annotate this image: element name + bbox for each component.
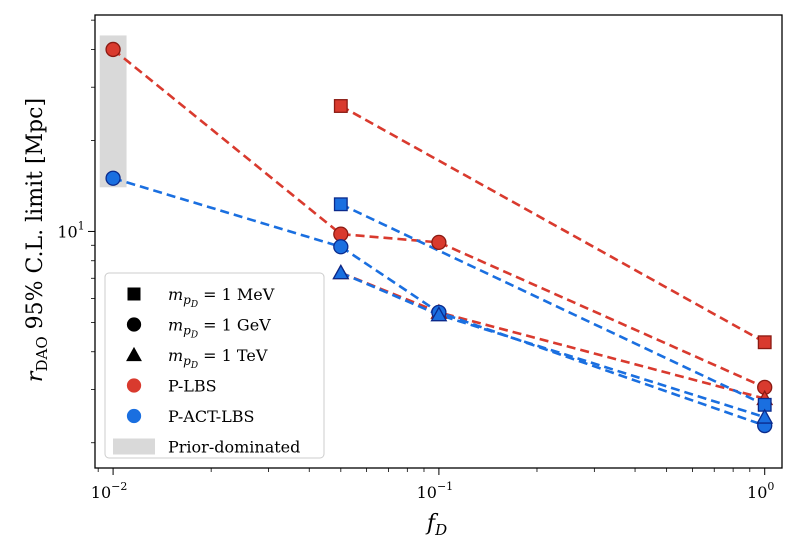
x-tick-label: 10−2 [91,480,128,502]
prior-region-layer [99,35,127,188]
y-axis-label: rDAO 95% C.L. limit [Mpc] [23,98,51,382]
data-point-p-lbs-1gev-2 [431,234,447,251]
series-line-p-lbs-1gev [112,48,766,389]
legend-marker-2 [126,346,142,362]
x-tick-label: 100 [747,480,774,502]
data-point-p-act-lbs-1tev-1 [430,306,448,322]
prior-dominated-region [99,35,127,188]
axes-layer: 10−2 10−1 100 101 [57,14,783,502]
legend-marker-prior [113,438,155,455]
legend-label-3: P-LBS [168,377,217,396]
data-point-p-lbs-1mev-1 [757,335,772,350]
y-tick-label: 101 [57,219,84,241]
data-point-p-act-lbs-1tev-0 [332,264,350,280]
data-point-p-lbs-1gev-1 [333,226,349,242]
legend-marker-4 [126,408,142,424]
series-line-p-act-lbs-1mev [340,203,766,406]
data-point-p-act-lbs-1gev-1 [333,239,349,255]
data-point-p-act-lbs-1tev-2 [756,408,774,424]
legend-label-1: mpD = 1 GeV [168,316,271,341]
legend-marker-3 [126,378,142,393]
legend-box [104,272,325,459]
data-point-p-lbs-1gev-0 [105,41,121,58]
legend-label-5: Prior-dominated [168,438,300,457]
data-point-p-act-lbs-1gev-0 [105,170,121,186]
legend-marker-1 [126,317,142,332]
legend-marker-0 [127,287,141,301]
legend-label-4: P-ACT-LBS [168,407,254,426]
x-tick-label: 10−1 [417,480,454,502]
legend: mpD = 1 MeV mpD = 1 GeV mpD = 1 TeV P-LBS P-… [104,272,325,459]
series-markers-layer [105,41,774,434]
legend-label-2: mpD = 1 TeV [168,346,268,371]
series-line-p-act-lbs-1gev [112,176,766,427]
legend-label-0: mpD = 1 MeV [168,285,275,310]
data-point-p-lbs-1mev-0 [333,99,348,113]
data-point-p-act-lbs-1mev-0 [333,197,348,212]
series-line-p-lbs-1mev [340,104,766,344]
